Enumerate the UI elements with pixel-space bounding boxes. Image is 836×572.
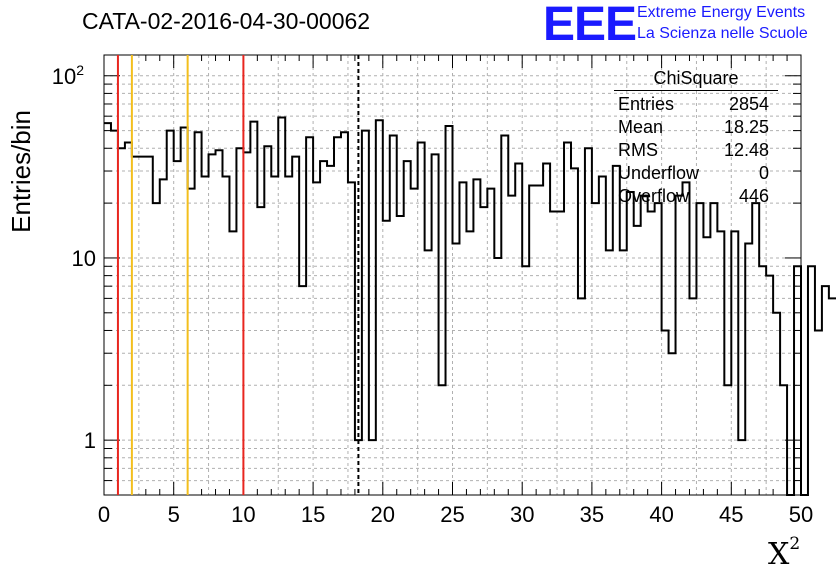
eee-tagline: Extreme Energy Events La Scienza nelle S… bbox=[637, 2, 808, 44]
x-tick-label: 25 bbox=[440, 502, 464, 527]
tagline-line-1: Extreme Energy Events bbox=[637, 4, 806, 21]
histogram-outline bbox=[104, 116, 836, 496]
x-tick-label: 10 bbox=[231, 502, 255, 527]
x-tick-label: 50 bbox=[789, 502, 813, 527]
y-tick-label: 10 bbox=[72, 246, 96, 271]
stats-row-entries: Entries 2854 bbox=[612, 93, 778, 116]
stats-label: RMS bbox=[618, 140, 658, 160]
tagline-line-2: La Scienza nelle Scuole bbox=[637, 25, 808, 42]
stats-value: 2854 bbox=[728, 94, 769, 114]
stats-value: 18.25 bbox=[723, 117, 769, 137]
x-tick-label: 45 bbox=[719, 502, 743, 527]
x-axis-label-base: X bbox=[768, 537, 790, 572]
y-axis-label: Entries/bin bbox=[6, 110, 36, 233]
stats-title: ChiSquare bbox=[614, 68, 778, 91]
stats-row-rms: RMS 12.48 bbox=[612, 139, 778, 162]
x-axis-label-superscript: 2 bbox=[789, 534, 801, 554]
stats-label: Overflow bbox=[618, 186, 690, 206]
chart-title: CATA-02-2016-04-30-00062 bbox=[82, 8, 371, 34]
stats-row-underflow: Underflow 0 bbox=[612, 162, 778, 185]
x-tick-label: 35 bbox=[580, 502, 604, 527]
x-tick-label: 0 bbox=[98, 502, 110, 527]
stats-label: Entries bbox=[618, 94, 675, 114]
x-tick-label: 30 bbox=[510, 502, 534, 527]
y-tick-label: 102 bbox=[52, 62, 84, 89]
stats-value: 446 bbox=[738, 186, 769, 206]
stats-label: Underflow bbox=[618, 163, 700, 183]
x-tick-label: 20 bbox=[371, 502, 395, 527]
stats-box: ChiSquare Entries 2854 Mean 18.25 RMS 12.48… bbox=[612, 68, 778, 208]
x-tick-label: 5 bbox=[168, 502, 180, 527]
stats-value: 0 bbox=[758, 163, 769, 183]
stats-row-overflow: Overflow 446 bbox=[612, 185, 778, 208]
y-tick-label: 1 bbox=[84, 428, 96, 453]
eee-logo: EEE bbox=[543, 0, 637, 51]
x-axis-label: X2 bbox=[768, 534, 800, 572]
stats-label: Mean bbox=[618, 117, 664, 137]
x-tick-label: 40 bbox=[649, 502, 673, 527]
x-tick-label: 15 bbox=[301, 502, 325, 527]
stats-row-mean: Mean 18.25 bbox=[612, 116, 778, 139]
stats-value: 12.48 bbox=[723, 140, 769, 160]
